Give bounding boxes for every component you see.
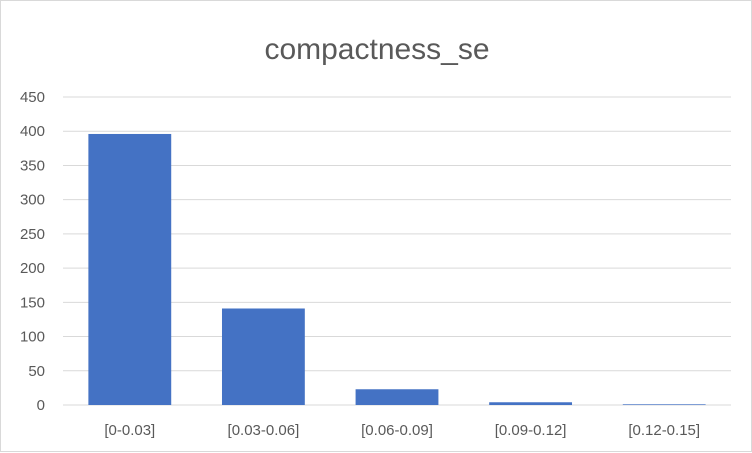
x-tick-label: [0-0.03]	[104, 422, 155, 439]
x-tick-label: [0.06-0.09]	[361, 422, 433, 439]
y-tick-label: 0	[37, 397, 45, 414]
y-tick-label: 300	[20, 192, 45, 209]
y-axis-ticks: 0 50 100 150 200 250 300 350 400 450	[20, 89, 45, 414]
y-tick-label: 150	[20, 294, 45, 311]
y-tick-label: 250	[20, 226, 45, 243]
y-tick-label: 400	[20, 123, 45, 140]
y-tick-label: 450	[20, 89, 45, 106]
y-tick-label: 200	[20, 260, 45, 277]
x-tick-label: [0.03-0.06]	[228, 422, 300, 439]
chart-title: compactness_se	[264, 33, 489, 66]
bars	[88, 133, 706, 405]
bar	[489, 402, 573, 405]
bar	[355, 389, 439, 405]
x-axis-labels: [0-0.03] [0.03-0.06] [0.06-0.09] [0.09-0.12…	[104, 422, 700, 439]
gridlines	[63, 96, 731, 406]
x-tick-label: [0.12-0.15]	[628, 422, 700, 439]
bar	[221, 308, 305, 405]
y-tick-label: 350	[20, 157, 45, 174]
bar	[622, 404, 706, 405]
x-tick-label: [0.09-0.12]	[495, 422, 567, 439]
y-tick-label: 50	[28, 363, 45, 380]
y-tick-label: 100	[20, 329, 45, 346]
bar	[88, 133, 172, 405]
